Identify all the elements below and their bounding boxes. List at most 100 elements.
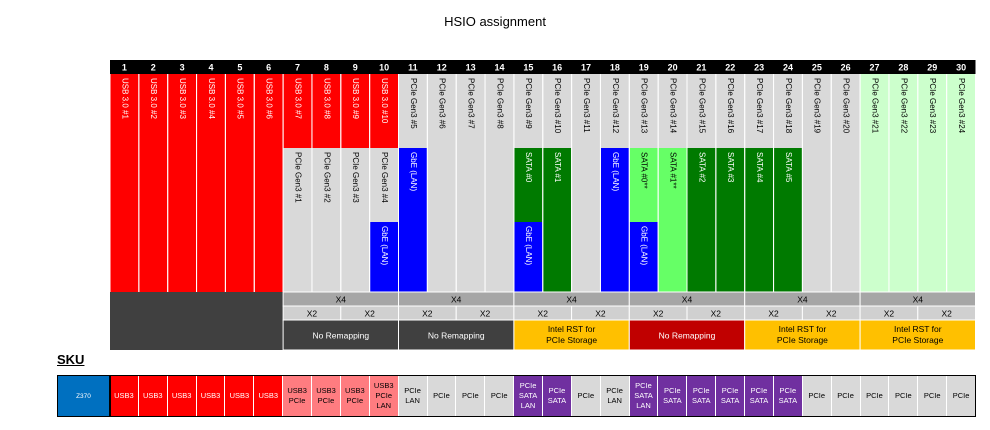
lane-number: 23 bbox=[754, 63, 764, 73]
lane-number: 28 bbox=[898, 63, 908, 73]
lane-block-label: PCIe Gen3 #18 bbox=[784, 78, 793, 134]
lane-block bbox=[658, 148, 687, 292]
lane-block bbox=[514, 222, 543, 292]
sku-cell-line: SATA bbox=[663, 396, 682, 405]
sku-cell-line: USB3 bbox=[258, 391, 279, 400]
sku-cell-line: USB3 bbox=[345, 386, 365, 395]
lane-block-label: SATA #0** bbox=[640, 152, 649, 189]
lane-block bbox=[687, 148, 716, 292]
lane-number: 20 bbox=[668, 63, 678, 73]
lane-number: 2 bbox=[151, 63, 156, 73]
sku-cell: PCIe bbox=[889, 375, 919, 417]
sku-cell: PCIe SATA bbox=[658, 375, 688, 417]
sku-cell: PCIe SATA bbox=[745, 375, 774, 417]
lane-block-label: USB 3.0 #5 bbox=[236, 78, 245, 119]
lane-number: 1 bbox=[122, 63, 127, 73]
sku-cell: PCIe bbox=[485, 375, 515, 417]
remap-label: PCIe Storage bbox=[546, 335, 597, 345]
lane-block-label: PCIe Gen3 #21 bbox=[870, 78, 879, 134]
lane-block bbox=[543, 148, 572, 292]
lane-block bbox=[716, 148, 745, 292]
lane-block-label: PCIe Gen3 #24 bbox=[957, 78, 966, 134]
lane-block-label: PCIe Gen3 #10 bbox=[553, 78, 562, 134]
sku-cell-line: PCIe bbox=[894, 391, 912, 400]
sku-cell: PCIe SATA LAN bbox=[629, 375, 659, 417]
sku-name-cell: Z370 bbox=[57, 375, 110, 417]
lane-block bbox=[774, 74, 802, 148]
lane-block bbox=[399, 74, 427, 148]
lane-block-label: GbE (LAN) bbox=[409, 152, 418, 191]
lane-block bbox=[543, 74, 572, 148]
sku-cell: USB3 PCIe bbox=[283, 375, 313, 417]
remap-label: No Remapping bbox=[312, 331, 369, 341]
lane-number: 30 bbox=[956, 63, 966, 73]
hsio-lane-diagram: 1 2 3 4 5 6 7 8 9 10 11 12 13 14 15 16 17 18 19 20 21 22 23 24 2… bbox=[109, 60, 976, 350]
lane-block-label: USB 3.0 #6 bbox=[265, 78, 274, 119]
sku-cell-line: PCIe bbox=[375, 391, 393, 400]
lane-number: 9 bbox=[353, 63, 358, 73]
sku-cell-line: PCIe bbox=[750, 386, 768, 395]
lane-number: 4 bbox=[208, 63, 213, 73]
sku-cell: USB3 PCIe bbox=[312, 375, 341, 417]
diagram-title: HSIO assignment bbox=[444, 14, 546, 29]
x2-label: X2 bbox=[480, 309, 491, 319]
x2-label: X2 bbox=[595, 309, 606, 319]
sku-cell-line: USB3 bbox=[287, 386, 307, 395]
remap-label: PCIe Storage bbox=[777, 335, 828, 345]
remap-label: Intel RST for bbox=[548, 324, 596, 334]
sku-cell-line: USB3 bbox=[200, 391, 221, 400]
sku-cell-line: USB3 bbox=[114, 391, 134, 400]
lane-block-label: PCIe Gen3 #1 bbox=[293, 152, 302, 203]
sku-cell: USB3 bbox=[167, 375, 197, 417]
x4-label: X4 bbox=[797, 295, 808, 305]
lane-block-label: PCIe Gen3 #17 bbox=[755, 78, 764, 134]
lane-block-label: GbE (LAN) bbox=[640, 226, 649, 265]
remap-cell bbox=[859, 319, 976, 350]
lane-block-label: PCIe Gen3 #9 bbox=[524, 78, 533, 129]
sku-cell-line: USB3 bbox=[373, 381, 394, 390]
lane-number: 16 bbox=[552, 63, 562, 73]
remap-cell bbox=[628, 319, 746, 350]
sku-name: Z370 bbox=[76, 392, 91, 400]
sku-cell-line: PCIe bbox=[461, 391, 479, 400]
lane-block-label: PCIe Gen3 #20 bbox=[842, 78, 851, 134]
lane-number: 8 bbox=[324, 63, 329, 73]
sku-cell: PCIe SATA bbox=[773, 375, 803, 417]
lane-block bbox=[370, 222, 398, 292]
x4-label: X4 bbox=[913, 295, 924, 305]
sku-cell: PCIe bbox=[456, 375, 486, 417]
x2-label: X2 bbox=[422, 309, 433, 319]
lane-block-label: SATA #3 bbox=[726, 152, 735, 183]
lane-block-label: SATA #0 bbox=[524, 152, 533, 183]
sku-cell: USB3 bbox=[196, 375, 226, 417]
sku-cell: USB3 PCIe LAN bbox=[369, 375, 399, 417]
lane-block-label: PCIe Gen3 #23 bbox=[928, 78, 937, 134]
sku-cell-line: PCIe bbox=[288, 396, 306, 405]
unremapped-block bbox=[110, 292, 284, 350]
sku-cell: PCIe bbox=[831, 375, 861, 417]
lane-block bbox=[485, 74, 514, 292]
lane-number: 5 bbox=[237, 63, 242, 73]
sku-cell: USB3 bbox=[225, 375, 255, 417]
sku-cell-line: PCIe bbox=[808, 391, 826, 400]
lane-block bbox=[427, 74, 456, 292]
lane-number: 18 bbox=[610, 63, 620, 73]
x2-label: X2 bbox=[826, 309, 837, 319]
lane-number: 13 bbox=[466, 63, 476, 73]
x4-label: X4 bbox=[336, 295, 347, 305]
lane-block bbox=[139, 74, 168, 292]
sku-cell-line: LAN bbox=[405, 396, 420, 405]
lane-block bbox=[225, 74, 254, 292]
lane-block bbox=[168, 74, 197, 292]
remap-label: No Remapping bbox=[659, 331, 716, 341]
lane-block-label: PCIe Gen3 #4 bbox=[380, 152, 389, 203]
sku-cell-line: SATA bbox=[634, 391, 653, 400]
sku-cell-line: PCIe bbox=[692, 386, 710, 395]
lane-block bbox=[456, 74, 485, 292]
sku-cell: PCIe SATA bbox=[543, 375, 572, 417]
sku-cell-line: LAN bbox=[520, 401, 536, 410]
lane-number: 22 bbox=[725, 63, 735, 73]
sku-cell-line: SATA bbox=[518, 391, 538, 400]
lane-block-label: USB 3.0 #1 bbox=[120, 78, 129, 119]
lane-block-label: PCIe Gen3 #7 bbox=[467, 78, 476, 129]
